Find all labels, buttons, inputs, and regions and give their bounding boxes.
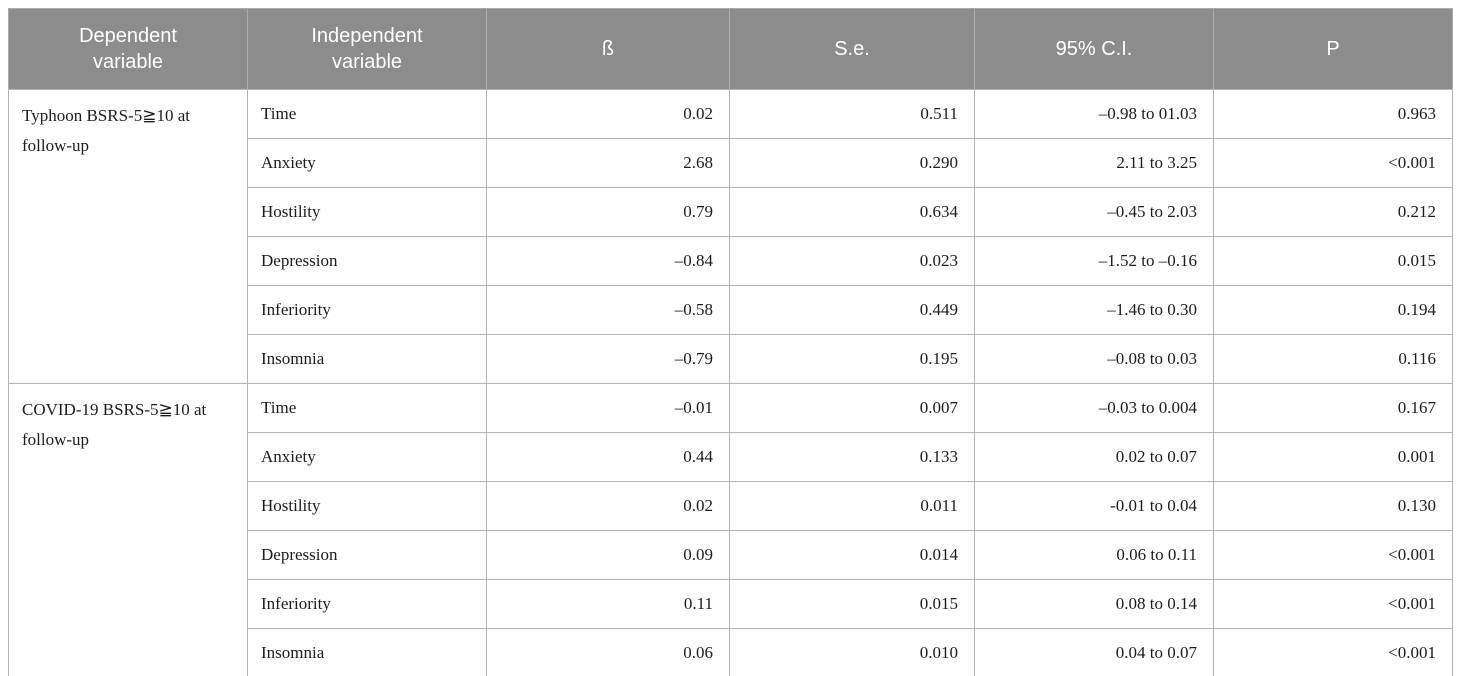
p-cell: 0.212 (1213, 187, 1453, 237)
se-cell: 0.634 (729, 187, 975, 237)
p-cell: 0.116 (1213, 334, 1453, 384)
table-row: Hostility 0.02 0.011 -0.01 to 0.04 0.130 (9, 481, 1453, 531)
se-cell: 0.195 (729, 334, 975, 384)
table-row: Typhoon BSRS-5≧10 at follow-up Time 0.02… (8, 89, 1453, 384)
p-cell: <0.001 (1213, 530, 1453, 580)
se-cell: 0.015 (729, 579, 975, 629)
col-header-label: Independent variable (311, 25, 423, 73)
p-cell: 0.130 (1213, 481, 1453, 531)
se-cell: 0.007 (729, 383, 975, 433)
p-cell: 0.015 (1213, 236, 1453, 286)
ci-cell: 0.02 to 0.07 (974, 432, 1214, 482)
table-row: Insomnia 0.06 0.010 0.04 to 0.07 <0.001 (9, 628, 1453, 676)
col-header-independent-variable: Independent variable (247, 8, 487, 90)
header-row: Dependent variable Independent variable … (8, 8, 1453, 90)
beta-cell: 0.44 (486, 432, 730, 482)
dependent-variable-cell: Typhoon BSRS-5≧10 at follow-up (8, 89, 248, 384)
beta-cell: –0.79 (486, 334, 730, 384)
p-cell: <0.001 (1213, 628, 1453, 676)
regression-results-table: Dependent variable Independent variable … (8, 8, 1453, 676)
table-row: Inferiority –0.58 0.449 –1.46 to 0.30 0.… (9, 285, 1453, 335)
ci-cell: –0.98 to 01.03 (974, 89, 1214, 139)
se-cell: 0.290 (729, 138, 975, 188)
p-cell: 0.194 (1213, 285, 1453, 335)
table-row: Anxiety 2.68 0.290 2.11 to 3.25 <0.001 (9, 138, 1453, 188)
ci-cell: –1.46 to 0.30 (974, 285, 1214, 335)
p-cell: <0.001 (1213, 138, 1453, 188)
col-header-beta: ß (486, 8, 730, 90)
se-cell: 0.511 (729, 89, 975, 139)
beta-cell: 0.79 (486, 187, 730, 237)
independent-variable-cell: Insomnia (247, 628, 487, 676)
col-header-label: Dependent variable (79, 25, 177, 73)
table-row: Anxiety 0.44 0.133 0.02 to 0.07 0.001 (9, 432, 1453, 482)
independent-variable-cell: Insomnia (247, 334, 487, 384)
independent-variable-cell: Anxiety (247, 138, 487, 188)
table-body: Typhoon BSRS-5≧10 at follow-up Time 0.02… (8, 89, 1453, 676)
beta-cell: 0.09 (486, 530, 730, 580)
ci-cell: –0.03 to 0.004 (974, 383, 1214, 433)
ci-cell: 2.11 to 3.25 (974, 138, 1214, 188)
independent-variable-cell: Hostility (247, 187, 487, 237)
table-row: Hostility 0.79 0.634 –0.45 to 2.03 0.212 (9, 187, 1453, 237)
p-cell: 0.963 (1213, 89, 1453, 139)
ci-cell: –1.52 to –0.16 (974, 236, 1214, 286)
beta-cell: 0.02 (486, 481, 730, 531)
col-header-ci: 95% C.I. (974, 8, 1214, 90)
p-cell: 0.167 (1213, 383, 1453, 433)
table-row: Depression 0.09 0.014 0.06 to 0.11 <0.00… (9, 530, 1453, 580)
table-row: COVID-19 BSRS-5≧10 at follow-up Time –0.… (8, 383, 1453, 676)
ci-cell: –0.45 to 2.03 (974, 187, 1214, 237)
col-header-dependent-variable: Dependent variable (8, 8, 248, 90)
se-cell: 0.010 (729, 628, 975, 676)
beta-cell: –0.84 (486, 236, 730, 286)
independent-variable-cell: Anxiety (247, 432, 487, 482)
beta-cell: 0.06 (486, 628, 730, 676)
se-cell: 0.023 (729, 236, 975, 286)
p-cell: <0.001 (1213, 579, 1453, 629)
ci-cell: 0.04 to 0.07 (974, 628, 1214, 676)
se-cell: 0.011 (729, 481, 975, 531)
table-row: Insomnia –0.79 0.195 –0.08 to 0.03 0.116 (9, 334, 1453, 384)
beta-cell: –0.58 (486, 285, 730, 335)
ci-cell: 0.08 to 0.14 (974, 579, 1214, 629)
independent-variable-cell: Inferiority (247, 285, 487, 335)
ci-cell: –0.08 to 0.03 (974, 334, 1214, 384)
beta-cell: 0.02 (486, 89, 730, 139)
independent-variable-cell: Depression (247, 530, 487, 580)
col-header-p: P (1213, 8, 1453, 90)
ci-cell: 0.06 to 0.11 (974, 530, 1214, 580)
beta-cell: 0.11 (486, 579, 730, 629)
independent-variable-cell: Time (247, 383, 487, 433)
independent-variable-cell: Depression (247, 236, 487, 286)
independent-variable-cell: Inferiority (247, 579, 487, 629)
ci-cell: -0.01 to 0.04 (974, 481, 1214, 531)
se-cell: 0.014 (729, 530, 975, 580)
independent-variable-cell: Time (247, 89, 487, 139)
independent-variable-cell: Hostility (247, 481, 487, 531)
se-cell: 0.133 (729, 432, 975, 482)
col-header-se: S.e. (729, 8, 975, 90)
table-header: Dependent variable Independent variable … (8, 8, 1453, 90)
dependent-variable-cell: COVID-19 BSRS-5≧10 at follow-up (8, 383, 248, 676)
beta-cell: –0.01 (486, 383, 730, 433)
se-cell: 0.449 (729, 285, 975, 335)
table-row: Depression –0.84 0.023 –1.52 to –0.16 0.… (9, 236, 1453, 286)
beta-cell: 2.68 (486, 138, 730, 188)
p-cell: 0.001 (1213, 432, 1453, 482)
